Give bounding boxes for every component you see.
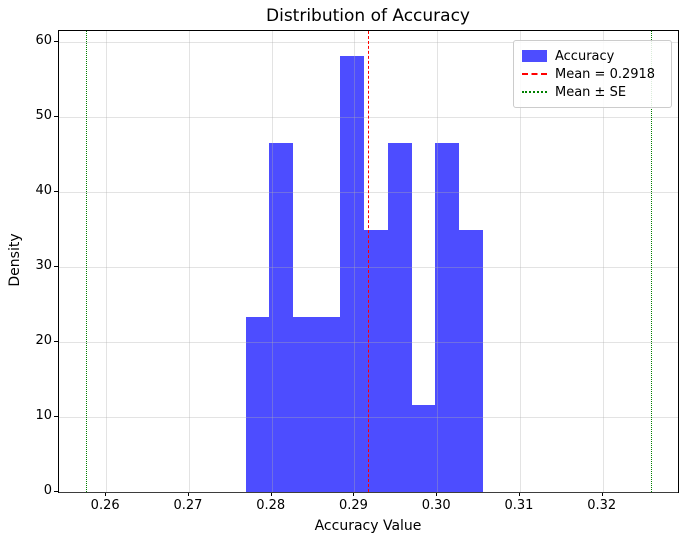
histogram-bar xyxy=(459,230,483,492)
gridline-vertical xyxy=(437,31,439,492)
x-tick-mark xyxy=(270,492,272,496)
legend-label-mean: Mean = 0.2918 xyxy=(555,66,656,82)
x-tick-label: 0.26 xyxy=(90,498,120,513)
histogram-bar xyxy=(292,317,317,492)
histogram-bar xyxy=(340,56,365,492)
histogram-bar xyxy=(364,230,388,492)
y-tick-mark xyxy=(54,41,58,43)
x-tick-label: 0.30 xyxy=(421,498,451,513)
se-line xyxy=(86,31,88,492)
x-tick-label: 0.27 xyxy=(173,498,203,513)
legend: Accuracy Mean = 0.2918 Mean ± SE xyxy=(513,40,672,108)
y-tick-mark xyxy=(54,266,58,268)
x-tick-label: 0.31 xyxy=(504,498,534,513)
y-tick-label: 20 xyxy=(35,333,52,349)
chart-title: Distribution of Accuracy xyxy=(266,6,470,26)
x-tick-label: 0.32 xyxy=(587,498,617,513)
histogram-bar xyxy=(245,317,270,492)
y-tick-mark xyxy=(54,116,58,118)
y-tick-label: 60 xyxy=(35,33,52,49)
histogram-bar xyxy=(411,405,436,492)
accuracy-patch-icon xyxy=(522,50,547,62)
legend-item-mean: Mean = 0.2918 xyxy=(522,65,663,83)
y-tick-mark xyxy=(54,491,58,492)
x-axis-label: Accuracy Value xyxy=(314,518,422,534)
y-tick-mark xyxy=(54,341,58,343)
x-tick-mark xyxy=(353,492,355,496)
gridline-vertical xyxy=(354,31,356,492)
se-line xyxy=(650,31,652,492)
y-tick-mark xyxy=(54,191,58,193)
x-tick-mark xyxy=(436,492,438,496)
x-tick-label: 0.29 xyxy=(338,498,368,513)
x-tick-label: 0.28 xyxy=(256,498,286,513)
y-tick-mark xyxy=(54,416,58,418)
y-tick-label: 50 xyxy=(35,108,52,124)
y-tick-label: 10 xyxy=(35,408,52,424)
y-tick-label: 40 xyxy=(35,183,52,199)
gridline-vertical xyxy=(602,31,604,492)
gridline-vertical xyxy=(519,31,521,492)
mean-dashed-line-icon xyxy=(522,73,547,75)
histogram-bar xyxy=(435,143,460,492)
legend-label-se: Mean ± SE xyxy=(555,84,627,100)
y-tick-label: 30 xyxy=(35,258,52,274)
y-tick-label: 0 xyxy=(43,483,52,498)
histogram-bar xyxy=(387,143,412,492)
histogram-bar xyxy=(316,317,341,492)
mean-line xyxy=(368,31,370,492)
x-tick-mark xyxy=(187,492,189,496)
x-tick-mark xyxy=(518,492,520,496)
gridline-vertical xyxy=(106,31,108,492)
legend-item-se: Mean ± SE xyxy=(522,83,663,101)
x-tick-mark xyxy=(601,492,603,496)
gridline-vertical xyxy=(188,31,190,492)
x-tick-mark xyxy=(105,492,107,496)
gridline-vertical xyxy=(271,31,273,492)
se-dotted-line-icon xyxy=(522,91,547,93)
legend-item-accuracy: Accuracy xyxy=(522,47,663,65)
legend-label-accuracy: Accuracy xyxy=(555,48,615,64)
histogram-bar xyxy=(269,143,293,492)
gridline-horizontal xyxy=(59,492,678,493)
